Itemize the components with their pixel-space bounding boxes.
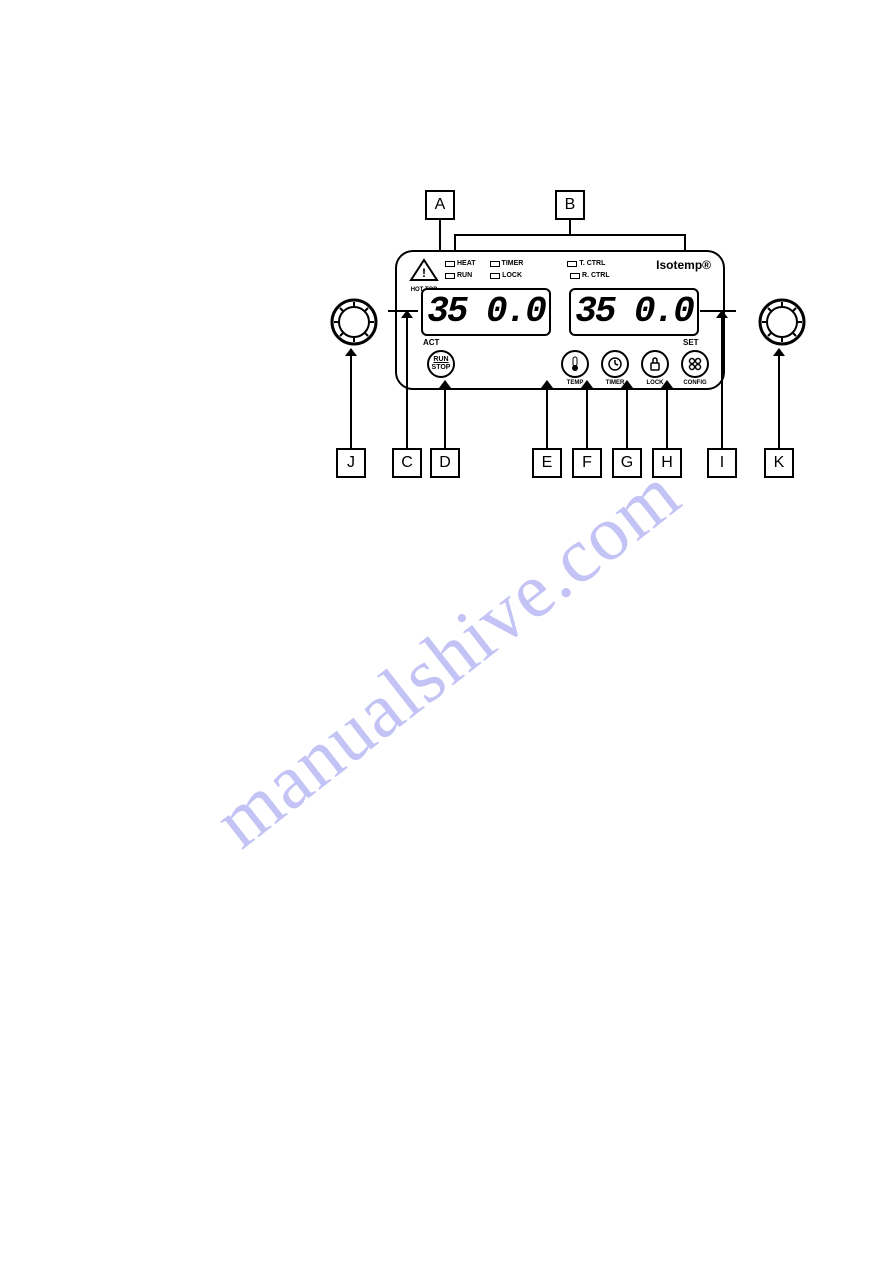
- callout-b-stem: [569, 220, 571, 234]
- display-set: 35 0.0: [569, 288, 699, 336]
- led-heat: HEAT: [457, 258, 476, 270]
- callout-b: B: [555, 190, 585, 220]
- callout-k-arrow: [773, 348, 785, 356]
- timer-button[interactable]: [601, 350, 629, 378]
- led-run: RUN: [457, 270, 472, 282]
- callout-d-line: [444, 388, 446, 448]
- led-timer: TIMER: [502, 258, 524, 270]
- callout-f: F: [572, 448, 602, 478]
- run-stop-button[interactable]: RUN STOP: [427, 350, 455, 378]
- led-rctrl: R. CTRL: [582, 270, 610, 282]
- callout-c: C: [392, 448, 422, 478]
- callout-a: A: [425, 190, 455, 220]
- callout-h: H: [652, 448, 682, 478]
- callout-j-arrow: [345, 348, 357, 356]
- watermark-text: manualshive.com: [197, 448, 696, 866]
- callout-i-hline: [700, 310, 736, 312]
- callout-c-hline: [388, 310, 418, 312]
- config-button[interactable]: [681, 350, 709, 378]
- display-act-label: ACT: [423, 338, 439, 347]
- led-tctrl: T. CTRL: [579, 258, 605, 270]
- callout-g: G: [612, 448, 642, 478]
- control-panel-diagram: A B !: [300, 190, 830, 480]
- callout-g-arrow: [621, 380, 633, 388]
- lock-icon: [648, 356, 662, 372]
- lock-button[interactable]: [641, 350, 669, 378]
- callout-h-arrow: [661, 380, 673, 388]
- callout-e-arrow: [541, 380, 553, 388]
- callout-b-horizontal: [454, 234, 686, 236]
- callout-e: E: [532, 448, 562, 478]
- callout-g-line: [626, 388, 628, 448]
- clock-icon: [607, 356, 623, 372]
- callout-j: J: [336, 448, 366, 478]
- callout-i-line: [721, 318, 723, 448]
- callout-h-line: [666, 388, 668, 448]
- led-indicator-group: HEAT TIMER T. CTRL RUN LOCK R. CTRL: [445, 258, 610, 282]
- callout-j-line: [350, 356, 352, 448]
- led-lock: LOCK: [502, 270, 522, 282]
- hot-top-warning-icon: ! HOT TOP: [409, 258, 439, 284]
- display-set-label: SET: [683, 338, 699, 347]
- run-label: RUN: [433, 356, 448, 364]
- brand-label: Isotemp®: [656, 258, 711, 272]
- config-button-label: CONFIG: [681, 380, 709, 386]
- callout-f-line: [586, 388, 588, 448]
- right-knob-icon: [758, 298, 806, 346]
- control-panel: ! HOT TOP HEAT TIMER T. CTRL RUN LOCK R.…: [395, 250, 725, 390]
- callout-k: K: [764, 448, 794, 478]
- temp-button[interactable]: [561, 350, 589, 378]
- config-icon: [687, 356, 703, 372]
- left-knob-icon: [330, 298, 378, 346]
- callout-d-arrow: [439, 380, 451, 388]
- callout-k-line: [778, 356, 780, 448]
- callout-d: D: [430, 448, 460, 478]
- callout-i: I: [707, 448, 737, 478]
- svg-text:!: !: [422, 266, 426, 280]
- callout-f-arrow: [581, 380, 593, 388]
- callout-e-line: [546, 388, 548, 448]
- thermometer-icon: [570, 356, 580, 372]
- display-act: 35 0.0: [421, 288, 551, 336]
- callout-c-line: [406, 318, 408, 448]
- stop-label: STOP: [432, 364, 451, 372]
